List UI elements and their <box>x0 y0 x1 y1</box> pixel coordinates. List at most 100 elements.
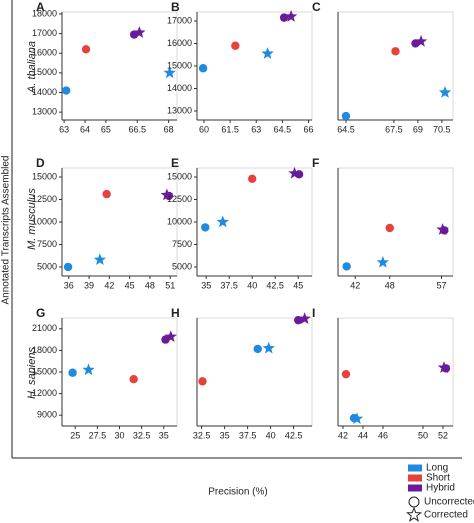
circle-point <box>201 223 210 232</box>
y-tick-label: 7500 <box>37 239 57 249</box>
x-tick-label: 66.5 <box>129 124 147 134</box>
x-tick-label: 48 <box>145 280 155 290</box>
x-tick-label: 64 <box>80 124 90 134</box>
x-axis-label: Precision (%) <box>208 487 267 498</box>
panel-letter: E <box>171 156 179 170</box>
x-tick-label: 42.5 <box>266 280 284 290</box>
x-tick-label: 35 <box>220 430 230 440</box>
x-tick-label: 35 <box>159 430 169 440</box>
plot-area <box>196 317 313 427</box>
y-tick-label: 18000 <box>32 345 57 355</box>
legend-label: Short <box>426 473 450 484</box>
x-tick-label: 42 <box>350 280 360 290</box>
y-tick-label: 5000 <box>37 261 57 271</box>
y-tick-label: 10000 <box>167 216 192 226</box>
x-tick-label: 63 <box>59 124 69 134</box>
x-tick-label: 37.5 <box>220 280 238 290</box>
star-point <box>163 66 176 79</box>
x-tick-label: 50 <box>418 430 428 440</box>
legend-label: Hybrid <box>426 483 455 494</box>
star-point <box>133 26 146 38</box>
x-tick-label: 51 <box>165 280 175 290</box>
x-tick-label: 40 <box>247 280 257 290</box>
y-tick-label: 14000 <box>32 87 57 97</box>
x-tick-label: 39 <box>84 280 94 290</box>
y-tick-label: 9000 <box>37 410 57 420</box>
x-tick-label: 36 <box>64 280 74 290</box>
x-tick-label: 48 <box>385 280 395 290</box>
x-tick-label: 42 <box>104 280 114 290</box>
plot-area <box>61 167 178 277</box>
x-tick-label: 42.5 <box>285 430 303 440</box>
legend-label: Uncorrected <box>424 497 474 508</box>
y-tick-label: 15000 <box>32 366 57 376</box>
star-point <box>288 166 301 179</box>
star-point <box>414 34 428 47</box>
panel-letter: I <box>312 306 315 320</box>
row-label: A. thaliana <box>26 41 38 94</box>
circle-point <box>253 344 262 354</box>
star-point <box>298 312 311 324</box>
circle-point <box>198 377 207 386</box>
y-tick-label: 12500 <box>32 194 57 204</box>
star-point <box>350 412 364 425</box>
legend-label: Long <box>426 463 448 474</box>
y-tick-label: 15000 <box>32 67 57 77</box>
x-tick-label: 27.5 <box>89 430 107 440</box>
x-tick-label: 52 <box>438 430 448 440</box>
plot-area <box>337 317 454 427</box>
x-tick-label: 25 <box>70 430 80 440</box>
circle-point <box>341 369 351 379</box>
circle-point <box>248 174 257 183</box>
x-tick-label: 42 <box>338 430 348 440</box>
y-axis-label: Annotated Transcripts Assembled <box>1 156 12 305</box>
x-tick-label: 45 <box>293 280 303 290</box>
plot-area <box>337 11 454 121</box>
y-tick-label: 7500 <box>172 239 192 249</box>
star-point <box>437 361 451 373</box>
row-label: M. musculus <box>26 188 38 250</box>
plot-area <box>196 167 313 277</box>
x-tick-label: 70.5 <box>433 124 451 134</box>
panel-letter: A <box>36 0 45 14</box>
x-tick-label: 60 <box>199 124 209 134</box>
circle-point <box>102 189 111 199</box>
plot-area <box>61 11 178 121</box>
plot-area <box>61 317 178 427</box>
circle-point <box>63 262 73 272</box>
star-point <box>262 341 275 354</box>
circle-point <box>231 41 240 50</box>
x-tick-label: 64.5 <box>274 124 292 134</box>
legend-marker <box>408 496 420 508</box>
legend-swatch <box>408 474 422 482</box>
y-tick-label: 16000 <box>167 38 192 48</box>
panel-letter: H <box>171 306 180 320</box>
y-tick-label: 13000 <box>32 107 57 117</box>
x-tick-label: 68 <box>164 124 174 134</box>
y-tick-label: 21000 <box>32 323 57 333</box>
star-point <box>436 223 449 235</box>
x-tick-label: 35 <box>201 280 211 290</box>
circle-point <box>341 111 351 121</box>
circle-point <box>161 335 170 344</box>
y-tick-label: 12500 <box>167 194 192 204</box>
x-tick-label: 61.5 <box>221 124 239 134</box>
y-tick-label: 16000 <box>32 48 57 58</box>
x-tick-label: 45 <box>125 280 135 290</box>
star-point <box>164 330 177 342</box>
x-tick-label: 66 <box>304 124 314 134</box>
plot-area <box>196 11 313 121</box>
plot-area <box>337 167 454 277</box>
star-point <box>284 10 298 22</box>
circle-point <box>81 45 91 54</box>
circle-point <box>198 64 208 73</box>
circle-point <box>391 47 400 56</box>
y-tick-label: 14000 <box>167 83 192 93</box>
y-tick-label: 15000 <box>167 60 192 70</box>
y-tick-label: 18000 <box>32 8 57 18</box>
x-tick-label: 57 <box>436 280 446 290</box>
x-tick-label: 67.5 <box>385 124 403 134</box>
y-tick-label: 5000 <box>172 261 192 271</box>
legend-marker <box>405 506 423 522</box>
